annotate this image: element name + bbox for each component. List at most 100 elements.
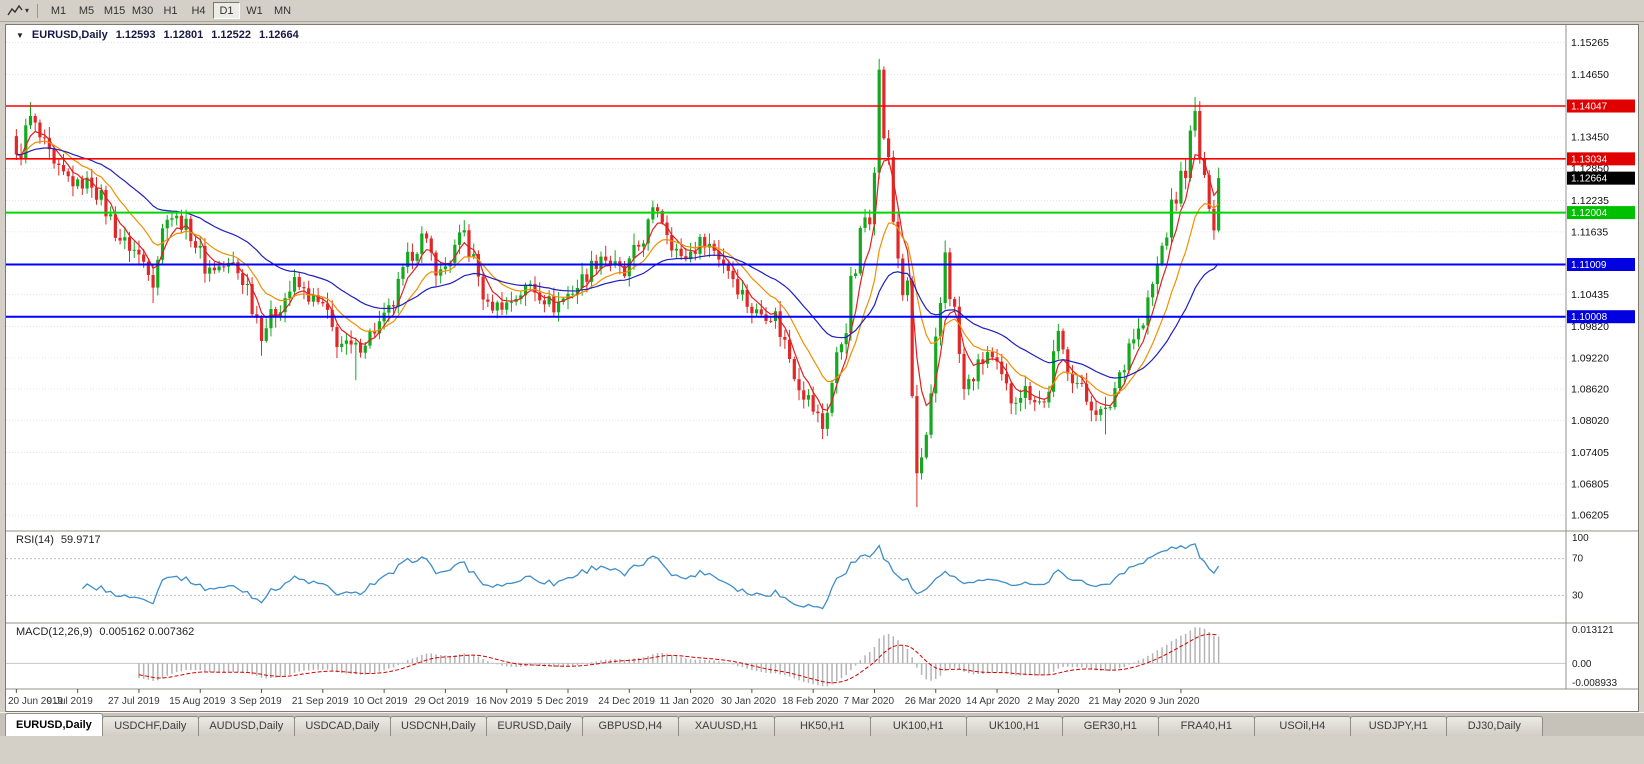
tab-fra40-h1[interactable]: FRA40,H1 xyxy=(1157,716,1255,736)
svg-text:1.08620: 1.08620 xyxy=(1571,384,1609,396)
moving-average-lines xyxy=(16,130,1220,411)
svg-text:1.09220: 1.09220 xyxy=(1571,352,1609,364)
svg-text:1.12235: 1.12235 xyxy=(1571,195,1609,207)
tab-uk100-h1-2[interactable]: UK100,H1 xyxy=(965,716,1063,736)
price-chart-canvas[interactable]: 100 70 30 0.013121 0.00 -0.008933 1.15265 1.146… xyxy=(6,25,1638,711)
svg-text:1.14650: 1.14650 xyxy=(1571,69,1609,81)
rsi-line xyxy=(81,543,1220,610)
svg-text:1.12004: 1.12004 xyxy=(1571,208,1608,219)
price-grid-lines xyxy=(6,41,1566,516)
rsi-indicator-label: RSI(14) 59.9717 xyxy=(14,534,103,546)
pane-separators[interactable] xyxy=(6,25,1638,690)
svg-text:1.10435: 1.10435 xyxy=(1571,289,1609,301)
horizontal-level-lines[interactable] xyxy=(6,105,1566,318)
slow-ma-line xyxy=(16,147,1220,379)
chart-window: 100 70 30 0.013121 0.00 -0.008933 1.15265 1.146… xyxy=(5,24,1639,712)
tab-eurusd-daily-2[interactable]: EURUSD,Daily xyxy=(485,716,583,736)
macd-values: 0.005162 0.007362 xyxy=(99,626,195,638)
svg-text:30: 30 xyxy=(1572,590,1584,601)
chart-tab-bar: EURUSD,Daily USDCHF,Daily AUDUSD,Daily U… xyxy=(0,712,1644,736)
svg-text:1.12664: 1.12664 xyxy=(1571,174,1608,185)
tab-usdcad-daily[interactable]: USDCAD,Daily xyxy=(293,716,391,736)
ohlc-close-value: 1.12664 xyxy=(259,29,299,41)
svg-text:18 Feb 2020: 18 Feb 2020 xyxy=(782,696,839,707)
svg-text:30 Jan 2020: 30 Jan 2020 xyxy=(721,696,776,707)
chart-line-icon[interactable] xyxy=(6,3,24,19)
timeframe-w1-button[interactable]: W1 xyxy=(241,2,268,19)
tab-usdjpy-h1[interactable]: USDJPY,H1 xyxy=(1349,716,1447,736)
collapse-caret-icon[interactable]: ▼ xyxy=(16,30,24,40)
svg-text:11 Jan 2020: 11 Jan 2020 xyxy=(660,696,715,707)
svg-text:9 Jul 2019: 9 Jul 2019 xyxy=(47,696,94,707)
tab-hk50-h1[interactable]: HK50,H1 xyxy=(773,716,871,736)
rsi-value: 59.9717 xyxy=(60,534,101,546)
timeframe-m30-button[interactable]: M30 xyxy=(129,2,156,19)
svg-text:1.13450: 1.13450 xyxy=(1571,132,1609,144)
macd-pane: 0.013121 0.00 -0.008933 xyxy=(6,625,1617,689)
tab-usdchf-daily[interactable]: USDCHF,Daily xyxy=(101,716,199,736)
svg-text:0.00: 0.00 xyxy=(1572,659,1592,670)
svg-text:1.08020: 1.08020 xyxy=(1571,415,1609,427)
tab-dj30-daily[interactable]: DJ30,Daily xyxy=(1445,716,1543,736)
svg-text:14 Apr 2020: 14 Apr 2020 xyxy=(966,696,1020,707)
timeframe-h4-button[interactable]: H4 xyxy=(185,2,212,19)
fast-ma-line xyxy=(16,130,1220,411)
rsi-name: RSI(14) xyxy=(16,534,54,546)
chart-symbol-label: EURUSD,Daily xyxy=(31,29,108,41)
svg-text:27 Jul 2019: 27 Jul 2019 xyxy=(108,696,160,707)
tab-usoil-h4[interactable]: USOil,H4 xyxy=(1253,716,1351,736)
svg-text:20 Jun 2019: 20 Jun 2019 xyxy=(8,696,63,707)
price-badges: 1.14047 1.13034 1.12664 1.12004 1.11009 1.100… xyxy=(1567,99,1635,324)
timeframe-mn-button[interactable]: MN xyxy=(269,2,296,19)
candlesticks xyxy=(14,58,1221,508)
svg-text:1.09820: 1.09820 xyxy=(1571,321,1609,333)
timeframe-h1-button[interactable]: H1 xyxy=(157,2,184,19)
svg-text:70: 70 xyxy=(1572,554,1584,565)
toolbar-separator xyxy=(37,3,39,18)
tab-usdcnh-daily[interactable]: USDCNH,Daily xyxy=(389,716,487,736)
timeframe-m15-button[interactable]: M15 xyxy=(101,2,128,19)
svg-text:2 May 2020: 2 May 2020 xyxy=(1027,696,1080,707)
svg-text:1.15265: 1.15265 xyxy=(1571,37,1609,49)
tab-ger30-h1[interactable]: GER30,H1 xyxy=(1061,716,1159,736)
svg-text:100: 100 xyxy=(1572,533,1589,544)
svg-text:9 Jun 2020: 9 Jun 2020 xyxy=(1150,696,1200,707)
tab-gbpusd-h4[interactable]: GBPUSD,H4 xyxy=(581,716,679,736)
svg-text:7 Mar 2020: 7 Mar 2020 xyxy=(843,696,894,707)
svg-text:3 Sep 2019: 3 Sep 2019 xyxy=(231,696,283,707)
chart-ohlc-header: ▼ EURUSD,Daily 1.12593 1.12801 1.12522 1… xyxy=(14,29,301,41)
tab-xauusd-h1[interactable]: XAUUSD,H1 xyxy=(677,716,775,736)
ohlc-high-value: 1.12801 xyxy=(163,29,204,41)
svg-text:1.07405: 1.07405 xyxy=(1571,447,1609,459)
svg-text:5 Dec 2019: 5 Dec 2019 xyxy=(537,696,589,707)
ohlc-open-value: 1.12593 xyxy=(115,29,156,41)
macd-name: MACD(12,26,9) xyxy=(16,626,93,638)
svg-text:24 Dec 2019: 24 Dec 2019 xyxy=(598,696,655,707)
macd-signal-line xyxy=(138,633,1219,684)
dropdown-caret-icon[interactable]: ▾ xyxy=(25,6,30,15)
svg-text:1.11635: 1.11635 xyxy=(1571,226,1608,238)
timeframe-toolbar: ▾ M1 M5 M15 M30 H1 H4 D1 W1 MN xyxy=(0,0,1644,22)
svg-text:16 Nov 2019: 16 Nov 2019 xyxy=(476,696,533,707)
svg-text:1.06805: 1.06805 xyxy=(1571,478,1609,490)
ohlc-low-value: 1.12522 xyxy=(211,29,252,41)
price-axis[interactable]: 1.152651.146501.134501.128501.122351.116… xyxy=(1571,37,1609,522)
medium-ma-line xyxy=(16,140,1220,397)
timeframe-m5-button[interactable]: M5 xyxy=(73,2,100,19)
svg-text:21 May 2020: 21 May 2020 xyxy=(1089,696,1147,707)
svg-text:21 Sep 2019: 21 Sep 2019 xyxy=(292,696,349,707)
svg-text:0.013121: 0.013121 xyxy=(1572,625,1614,636)
status-bar xyxy=(0,736,1644,764)
svg-text:29 Oct 2019: 29 Oct 2019 xyxy=(414,696,469,707)
svg-text:1.13034: 1.13034 xyxy=(1571,154,1608,165)
tab-uk100-h1-1[interactable]: UK100,H1 xyxy=(869,716,967,736)
tab-eurusd-daily-1[interactable]: EURUSD,Daily xyxy=(5,713,103,736)
svg-text:1.10008: 1.10008 xyxy=(1571,312,1608,323)
timeframe-m1-button[interactable]: M1 xyxy=(45,2,72,19)
tab-audusd-daily[interactable]: AUDUSD,Daily xyxy=(197,716,295,736)
timeframe-d1-button[interactable]: D1 xyxy=(213,2,241,19)
svg-text:1.14047: 1.14047 xyxy=(1571,102,1608,113)
macd-indicator-label: MACD(12,26,9) 0.005162 0.007362 xyxy=(14,626,197,638)
